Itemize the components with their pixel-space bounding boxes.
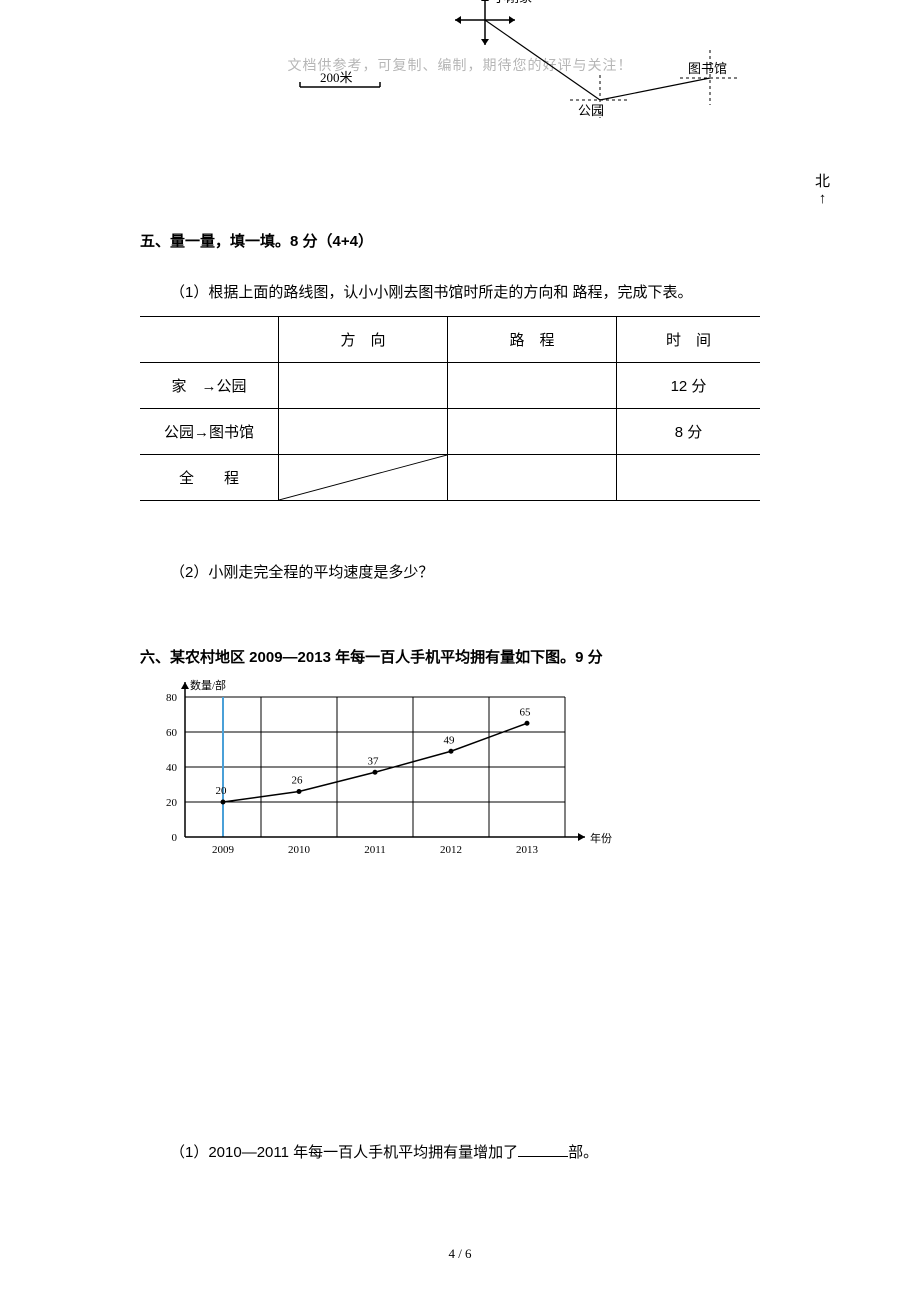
- th-dist: 路 程: [448, 317, 617, 363]
- svg-text:60: 60: [166, 727, 178, 739]
- th-dir: 方 向: [279, 317, 448, 363]
- r3-time: [617, 455, 761, 501]
- svg-text:49: 49: [444, 734, 456, 746]
- r2-dist: [448, 409, 617, 455]
- svg-text:2013: 2013: [516, 844, 539, 856]
- th-blank: [140, 317, 279, 363]
- route-table: 方 向 路 程 时 间 家 →公园 12 分 公园→图书馆 8 分 全 程: [140, 316, 760, 501]
- route-map: 小刚家 公园 图书馆 200米: [280, 0, 750, 120]
- section6-title: 六、某农村地区 2009—2013 年每一百人手机平均拥有量如下图。9 分: [140, 646, 780, 667]
- section5-q1: （1）根据上面的路线图，认小小刚去图书馆时所走的方向和 路程，完成下表。: [170, 281, 780, 302]
- map-home-label: 小刚家: [493, 0, 532, 5]
- r2-time: 8 分: [617, 409, 761, 455]
- r1-label: 家 →公园: [140, 363, 279, 409]
- q1-post: 部。: [568, 1144, 598, 1161]
- section5-q2: （2）小刚走完全程的平均速度是多少？: [170, 561, 780, 582]
- north-label: 北: [815, 174, 830, 190]
- svg-text:0: 0: [172, 832, 178, 844]
- svg-text:2010: 2010: [288, 844, 311, 856]
- q1-pre: （1）2010—2011 年每一百人手机平均拥有量增加了: [170, 1144, 518, 1161]
- r1-time: 12 分: [617, 363, 761, 409]
- svg-text:2011: 2011: [364, 844, 386, 856]
- r1-dir: [279, 363, 448, 409]
- map-library-label: 图书馆: [688, 61, 727, 76]
- svg-text:40: 40: [166, 762, 178, 774]
- r2-dir: [279, 409, 448, 455]
- svg-text:20: 20: [216, 785, 228, 797]
- r3-label: 全 程: [140, 455, 279, 501]
- r1-dist: [448, 363, 617, 409]
- r2-label: 公园→图书馆: [140, 409, 279, 455]
- north-indicator: 北 ↑: [815, 170, 830, 208]
- svg-text:2012: 2012: [440, 844, 462, 856]
- svg-text:65: 65: [520, 706, 532, 718]
- map-park-label: 公园: [578, 103, 604, 118]
- svg-text:数量/部: 数量/部: [190, 678, 226, 692]
- r3-dir: [279, 455, 448, 501]
- section6-q1: （1）2010—2011 年每一百人手机平均拥有量增加了 部。: [170, 1141, 780, 1162]
- svg-text:20: 20: [166, 797, 178, 809]
- svg-text:年份: 年份: [590, 831, 612, 845]
- section5-title: 五、量一量，填一填。8 分（4+4）: [140, 230, 780, 251]
- svg-text:80: 80: [166, 692, 178, 704]
- map-scale-label: 200米: [320, 70, 353, 85]
- svg-text:26: 26: [292, 775, 304, 787]
- q1-blank: [518, 1156, 568, 1157]
- page-number: 4 / 6: [0, 1246, 920, 1262]
- svg-text:2009: 2009: [212, 844, 235, 856]
- north-arrow-icon: ↑: [819, 191, 827, 207]
- svg-text:37: 37: [368, 755, 380, 767]
- r3-dist: [448, 455, 617, 501]
- phone-chart: 0 20 40 60 80 数量/部年份 2009 2010 2011 2012 2013 20 26 3…: [130, 667, 630, 867]
- th-time: 时 间: [617, 317, 761, 363]
